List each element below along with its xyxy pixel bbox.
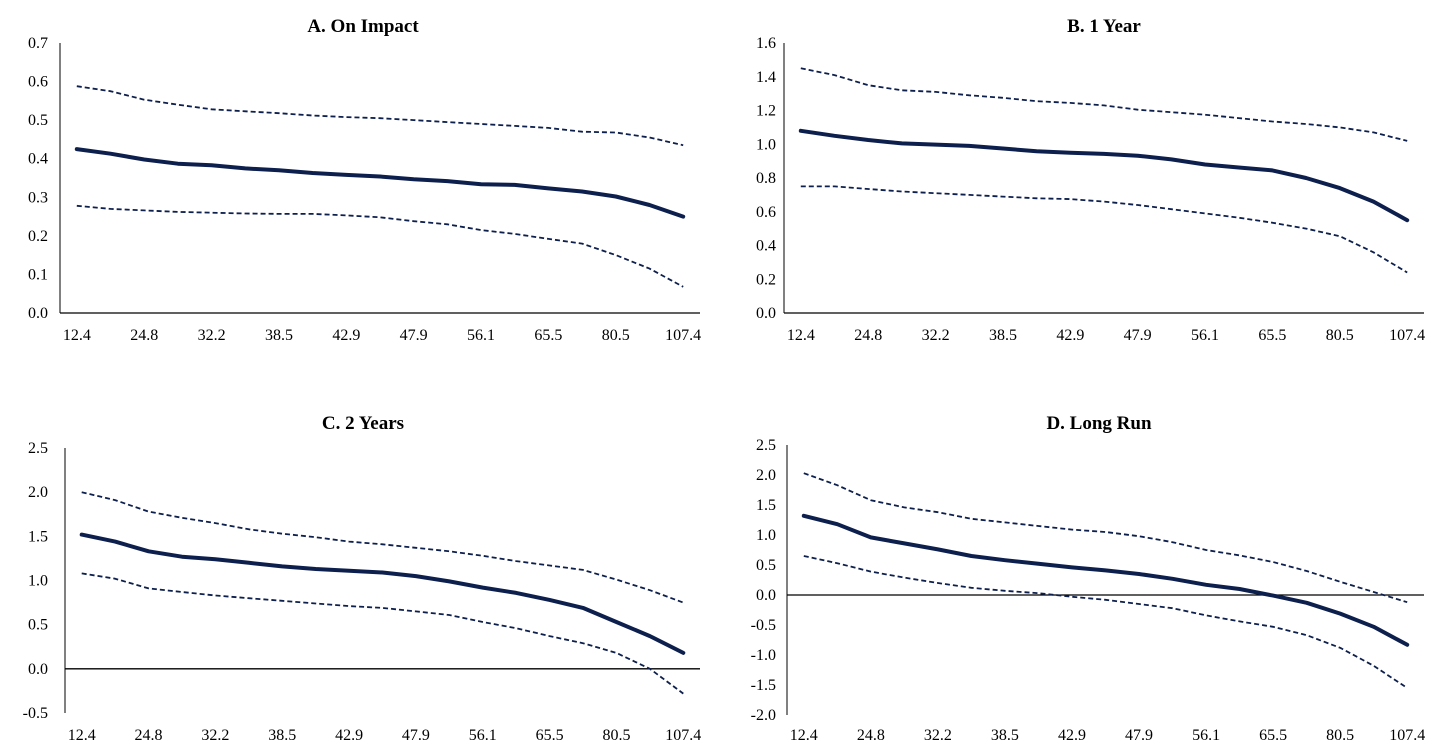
x-tick-label: 65.5: [1258, 327, 1286, 344]
x-tick-label: 38.5: [268, 727, 296, 744]
y-tick-label: -2.0: [751, 707, 776, 724]
x-tick-label: 12.4: [790, 727, 818, 744]
x-tick-label: 12.4: [63, 327, 91, 344]
x-tick-label: 32.2: [924, 727, 952, 744]
chart-1-year: B. 1 Year 0.0 0.2 0.4 0.6 0.8 1.0 1.2 1.4 1.6 12.4…: [756, 16, 1425, 344]
series-estimate-line: [74, 147, 686, 219]
x-tick-label: 65.5: [536, 727, 564, 744]
y-tick-label: 2.0: [28, 484, 48, 501]
x-tick-label: 24.8: [854, 327, 882, 344]
y-tick-label: 1.0: [756, 527, 776, 544]
x-tick-label: 32.2: [198, 327, 226, 344]
x-tick-label: 56.1: [1191, 327, 1219, 344]
series-upper-band-line: [76, 85, 684, 147]
x-tick-label: 107.4: [1389, 727, 1425, 744]
y-tick-label: -0.5: [751, 617, 776, 634]
y-tick-label: 1.4: [756, 69, 776, 86]
series-estimate-line: [801, 513, 1410, 647]
series-upper-band-line: [800, 67, 1408, 142]
chart-2-years: C. 2 Years -0.5 0.0 0.5 1.0 1.5 2.0 2.5 12.4 24.8…: [23, 413, 702, 744]
chart-title: D. Long Run: [1046, 413, 1151, 434]
x-tick-label: 107.4: [665, 727, 701, 744]
y-tick-label: 0.5: [28, 617, 48, 634]
x-tick-label: 47.9: [1124, 327, 1152, 344]
x-tick-label: 56.1: [469, 727, 497, 744]
panel-c: C. 2 Years -0.5 0.0 0.5 1.0 1.5 2.0 2.5 12.4 24.8…: [0, 373, 724, 747]
y-tick-label: 0.6: [756, 204, 776, 221]
x-tick-label: 32.2: [922, 327, 950, 344]
chart-title: C. 2 Years: [322, 413, 404, 434]
x-tick-label: 38.5: [265, 327, 293, 344]
x-tick-label: 65.5: [534, 327, 562, 344]
chart-long-run: D. Long Run -2.0 -1.5 -1.0 -0.5 0.0 0.5 1.0 1.5 2…: [751, 413, 1426, 744]
series-upper-band-line: [81, 491, 684, 604]
y-tick-label: 0.1: [28, 266, 48, 283]
y-tick-label: 0.0: [28, 661, 48, 678]
x-tick-label: 24.8: [857, 727, 885, 744]
y-tick-label: 0.3: [28, 189, 48, 206]
y-tick-label: 0.0: [756, 305, 776, 322]
x-tick-label: 24.8: [130, 327, 158, 344]
x-tick-label: 65.5: [1259, 727, 1287, 744]
y-tick-label: 0.4: [756, 238, 776, 255]
x-tick-label: 42.9: [1058, 727, 1086, 744]
x-tick-label: 38.5: [991, 727, 1019, 744]
chart-on-impact: A. On Impact 0.0 0.1 0.2 0.3 0.4 0.5 0.6 0.7 12.4…: [28, 16, 701, 344]
y-tick-label: 0.5: [28, 112, 48, 129]
series-lower-band-line: [81, 572, 684, 695]
y-tick-label: 0.2: [756, 271, 776, 288]
y-tick-label: 1.6: [756, 35, 776, 52]
series-upper-band-line: [803, 472, 1408, 604]
x-tick-label: 80.5: [602, 327, 630, 344]
chart-title: B. 1 Year: [1067, 16, 1141, 37]
y-tick-label: 0.5: [756, 557, 776, 574]
y-tick-label: -0.5: [23, 705, 48, 722]
x-tick-label: 12.4: [68, 727, 96, 744]
y-tick-label: 0.8: [756, 170, 776, 187]
series-lower-band-line: [800, 185, 1408, 274]
y-tick-label: 1.0: [756, 136, 776, 153]
x-tick-label: 80.5: [1326, 327, 1354, 344]
x-tick-label: 47.9: [402, 727, 430, 744]
x-tick-label: 42.9: [335, 727, 363, 744]
y-tick-label: 0.2: [28, 228, 48, 245]
x-tick-label: 24.8: [135, 727, 163, 744]
x-tick-label: 107.4: [1389, 327, 1425, 344]
x-tick-label: 12.4: [787, 327, 815, 344]
y-tick-label: 2.5: [28, 440, 48, 457]
series-lower-band-line: [803, 555, 1408, 689]
x-tick-label: 47.9: [400, 327, 428, 344]
y-tick-label: 2.5: [756, 437, 776, 454]
x-tick-label: 38.5: [989, 327, 1017, 344]
x-tick-label: 56.1: [1192, 727, 1220, 744]
chart-title: A. On Impact: [307, 16, 419, 37]
y-tick-label: 0.4: [28, 151, 48, 168]
y-tick-label: 1.2: [756, 103, 776, 120]
x-tick-label: 42.9: [332, 327, 360, 344]
y-tick-label: 1.5: [756, 497, 776, 514]
x-tick-label: 47.9: [1125, 727, 1153, 744]
x-tick-label: 56.1: [467, 327, 495, 344]
panel-b: B. 1 Year 0.0 0.2 0.4 0.6 0.8 1.0 1.2 1.4 1.6 12.4…: [724, 0, 1448, 373]
x-tick-label: 42.9: [1056, 327, 1084, 344]
y-tick-label: 1.5: [28, 528, 48, 545]
y-tick-label: 2.0: [756, 467, 776, 484]
y-tick-label: -1.0: [751, 647, 776, 664]
x-tick-label: 107.4: [665, 327, 701, 344]
series-estimate-line: [79, 532, 686, 655]
y-tick-label: 0.0: [756, 587, 776, 604]
x-tick-label: 80.5: [1326, 727, 1354, 744]
y-tick-label: 0.6: [28, 74, 48, 91]
y-tick-label: -1.5: [751, 677, 776, 694]
y-tick-label: 0.7: [28, 35, 48, 52]
panel-d: D. Long Run -2.0 -1.5 -1.0 -0.5 0.0 0.5 1.0 1.5 2…: [724, 373, 1448, 747]
x-tick-label: 80.5: [602, 727, 630, 744]
series-lower-band-line: [76, 204, 684, 288]
panel-a: A. On Impact 0.0 0.1 0.2 0.3 0.4 0.5 0.6 0.7 12.4…: [0, 0, 724, 373]
series-estimate-line: [798, 128, 1410, 223]
y-tick-label: 0.0: [28, 305, 48, 322]
x-tick-label: 32.2: [201, 727, 229, 744]
y-tick-label: 1.0: [28, 573, 48, 590]
